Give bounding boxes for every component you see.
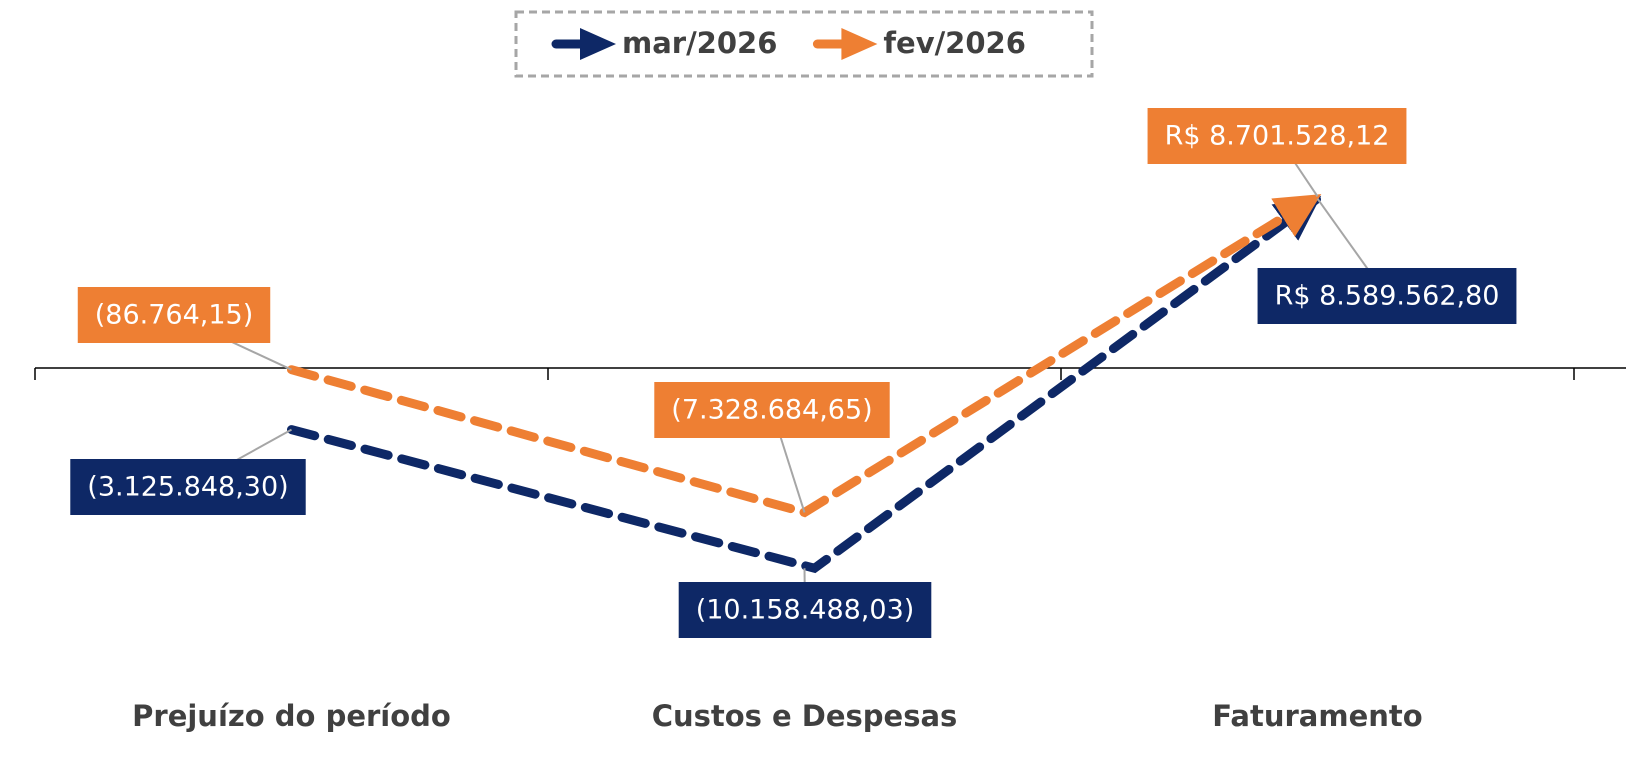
legend-label: mar/2026	[622, 26, 777, 60]
legend-arrow	[580, 28, 616, 60]
legend-box	[514, 10, 1094, 78]
data-label: (86.764,15)	[77, 287, 292, 371]
legend-arrow	[841, 28, 878, 60]
x-tick-label: Custos e Despesas	[652, 699, 958, 733]
label-box	[654, 382, 890, 438]
x-tick-label: Faturamento	[1212, 699, 1422, 733]
data-label-text: (86.764,15)	[95, 300, 253, 331]
label-box	[77, 287, 271, 343]
data-label: R$ 8.701.528,12	[1147, 108, 1407, 198]
data-label: (7.328.684,65)	[654, 382, 890, 513]
data-label-text: R$ 8.589.562,80	[1275, 281, 1500, 312]
label-box	[1147, 108, 1407, 164]
x-tick-label: Prejuízo do período	[132, 699, 451, 733]
data-label-text: (10.158.488,03)	[696, 595, 915, 626]
series-line	[287, 194, 1322, 574]
label-box	[70, 459, 306, 515]
data-label: (3.125.848,30)	[70, 428, 306, 515]
label-box	[678, 582, 932, 638]
data-label: (10.158.488,03)	[678, 568, 932, 638]
data-label-text: (7.328.684,65)	[671, 395, 872, 426]
label-box	[1257, 268, 1517, 324]
data-label-text: (3.125.848,30)	[87, 472, 288, 503]
data-label: R$ 8.589.562,80	[1257, 198, 1517, 324]
series-line	[287, 191, 1322, 518]
data-label-text: R$ 8.701.528,12	[1165, 121, 1390, 152]
legend-label: fev/2026	[883, 26, 1026, 60]
